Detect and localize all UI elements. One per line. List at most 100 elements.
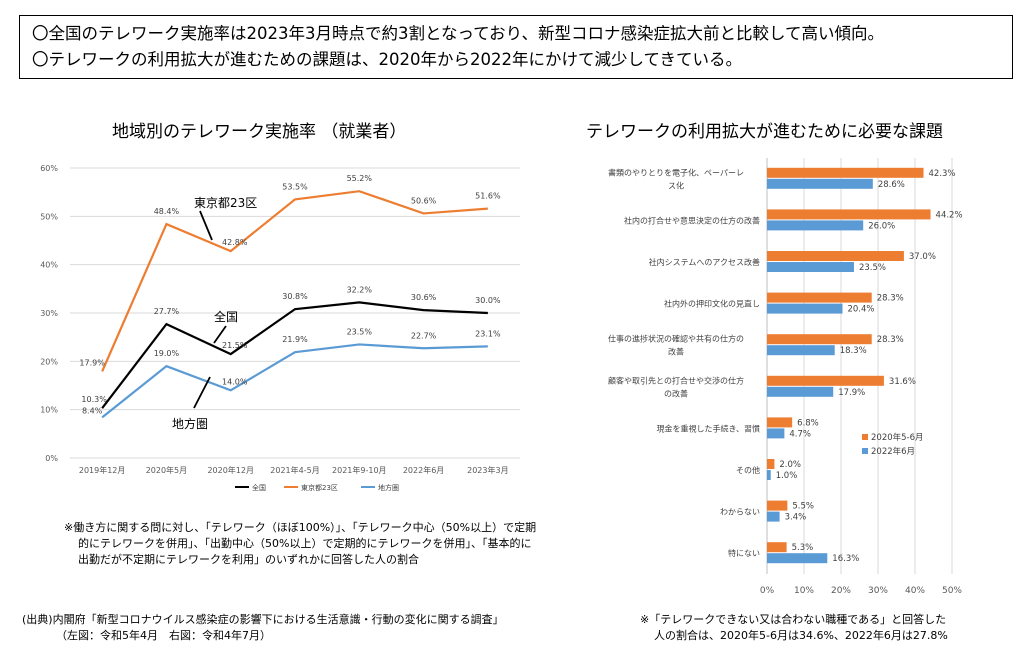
x-tick-label: 2021年9-10月 [332, 465, 387, 475]
data-label: 51.6% [475, 192, 501, 201]
bar [767, 334, 872, 345]
y-tick-label: 50% [40, 212, 58, 221]
data-label: 14.0% [222, 377, 248, 386]
data-label: 1.0% [776, 471, 798, 481]
data-label: 30.0% [475, 296, 501, 305]
category-label: 書類のやりとりを電子化、ペーパーレ [608, 167, 744, 177]
bar [767, 345, 835, 356]
data-label: 42.3% [929, 169, 956, 179]
bar [767, 500, 788, 511]
line-chart: 0% 10% 20% 30% 40% 50% 60% 2019年12月 2020年5月 2020年… [40, 164, 520, 492]
data-label: 37.0% [909, 252, 936, 262]
category-label: その他 [736, 465, 760, 475]
data-label: 44.2% [936, 210, 963, 220]
category-label: 社内外の押印文化の見直し [664, 299, 760, 309]
category-label: 仕事の進捗状況の確認や共有の仕方の [608, 334, 744, 344]
data-label: 30.8% [282, 292, 308, 301]
data-label: 3.4% [785, 513, 807, 523]
data-label: 8.4% [82, 406, 103, 415]
data-label: 21.9% [282, 335, 308, 344]
bar [767, 511, 780, 522]
data-label: 42.8% [222, 238, 248, 247]
x-tick-label: 2019年12月 [79, 465, 126, 475]
survey-note: ※働き方に関する問に対し、「テレワーク（ほぼ100%）」、「テレワーク中心（50… [64, 520, 536, 568]
data-label: 5.3% [792, 543, 814, 553]
data-label: 23.1% [475, 329, 501, 338]
legend-label: 2022年6月 [871, 446, 915, 457]
data-label: 28.3% [877, 335, 904, 345]
bar [767, 220, 864, 231]
survey-note-line-1: ※働き方に関する問に対し、「テレワーク（ほぼ100%）」、「テレワーク中心（50… [64, 521, 537, 534]
right-note-line-1: ※「テレワークできない又は合わない職種である」と回答した [640, 613, 947, 626]
x-tick-label: 0% [760, 586, 775, 596]
data-label: 4.7% [789, 429, 811, 439]
data-label: 32.2% [347, 285, 373, 294]
bar [767, 428, 785, 439]
x-tick-label: 2020年12月 [207, 465, 254, 475]
data-label: 20.4% [847, 305, 874, 315]
data-label: 6.8% [797, 418, 819, 428]
bar [767, 375, 884, 386]
x-tick-label: 2023年3月 [467, 465, 508, 475]
x-tick-label: 40% [905, 586, 925, 596]
series-line [101, 190, 488, 372]
series-line [101, 343, 488, 419]
category-label: の改善 [664, 388, 688, 398]
y-tick-label: 10% [40, 406, 58, 415]
legend-label: 全国 [252, 483, 266, 492]
y-tick-label: 30% [40, 309, 58, 318]
data-label: 5.5% [792, 502, 814, 512]
bar-chart-title: テレワークの利用拡大が進むために必要な課題 [586, 122, 943, 142]
x-tick-label: 2022年6月 [403, 465, 444, 475]
bar [767, 417, 793, 428]
bar [767, 209, 931, 220]
series-line [101, 301, 488, 409]
data-label: 2.0% [779, 460, 801, 470]
data-label: 18.3% [840, 346, 867, 356]
category-label: 顧客や取引先との打合せや交渉の仕方 [608, 375, 744, 385]
data-label: 28.6% [878, 180, 905, 190]
series-annotation: 東京都23区 [194, 196, 257, 210]
data-label: 28.3% [877, 294, 904, 304]
source-line-1: (出典)内閣府「新型コロナウイルス感染症の影響下における生活意識・行動の変化に関… [22, 613, 504, 626]
right-note-line-2: 人の割合は、2020年5-6月は34.6%、2022年6月は27.8% [654, 629, 948, 642]
bar [767, 292, 872, 303]
data-label: 30.6% [411, 293, 437, 302]
bar [767, 542, 787, 553]
bar [767, 262, 854, 272]
series-annotation: 地方圏 [172, 416, 208, 431]
annotation-leader [213, 325, 227, 344]
source-note: (出典)内閣府「新型コロナウイルス感染症の影響下における生活意識・行動の変化に関… [22, 612, 504, 644]
annotation-leader [199, 210, 213, 241]
legend-swatch [862, 448, 868, 454]
right-note: ※「テレワークできない又は合わない職種である」と回答した 人の割合は、2020年… [640, 612, 948, 644]
legend-label: 東京都23区 [301, 483, 338, 492]
y-tick-label: 60% [40, 164, 58, 173]
survey-note-line-3: 出勤だが不定期にテレワークを利用」のいずれかに回答した人の割合 [78, 553, 419, 566]
x-tick-label: 50% [942, 586, 962, 596]
data-label: 23.5% [859, 263, 886, 273]
series-annotation: 全国 [214, 309, 238, 324]
summary-line-1: 〇全国のテレワーク実施率は2023年3月時点で約3割となっており、新型コロナ感染… [32, 24, 885, 43]
summary-line-2: 〇テレワークの利用拡大が進むための課題は、2020年から2022年にかけて減少し… [32, 50, 742, 69]
y-tick-label: 40% [40, 261, 58, 270]
data-label: 17.9% [838, 388, 865, 398]
data-label: 23.5% [347, 327, 373, 336]
line-chart-title: 地域別のテレワーク実施率 （就業者） [112, 122, 407, 142]
data-label: 31.6% [889, 377, 916, 387]
data-label: 22.7% [411, 331, 437, 340]
x-tick-label: 2021年4-5月 [270, 465, 319, 475]
data-label: 50.6% [411, 196, 437, 205]
bar [767, 178, 873, 189]
data-label: 48.4% [154, 207, 180, 216]
x-tick-label: 20% [831, 586, 851, 596]
source-line-2: （左図：令和5年4月 右図：令和4年7月） [56, 629, 271, 642]
category-label: わからない [720, 508, 760, 517]
y-tick-label: 0% [45, 454, 58, 463]
summary-box: 〇全国のテレワーク実施率は2023年3月時点で約3割となっており、新型コロナ感染… [19, 15, 1013, 79]
category-label: ス化 [668, 180, 684, 190]
data-label: 21.5% [222, 341, 248, 350]
category-label: 社内システムへのアクセス改善 [649, 257, 760, 267]
x-tick-label: 2020年5月 [146, 465, 187, 475]
